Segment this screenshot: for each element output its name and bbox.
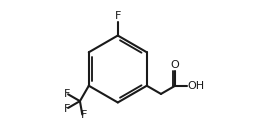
Text: F: F [64, 104, 70, 114]
Text: F: F [115, 11, 121, 21]
Text: F: F [64, 89, 70, 99]
Text: F: F [80, 110, 87, 120]
Text: O: O [171, 60, 179, 70]
Text: OH: OH [187, 81, 205, 91]
